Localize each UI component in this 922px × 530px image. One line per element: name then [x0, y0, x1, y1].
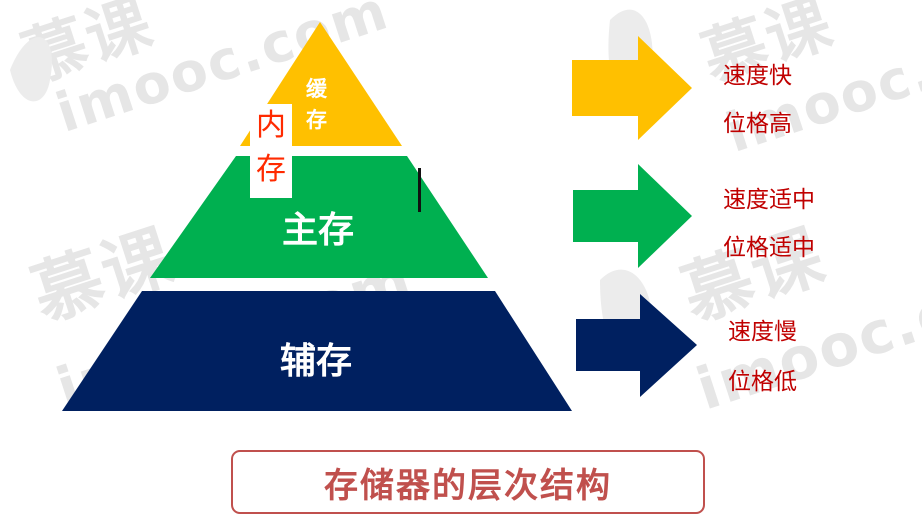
speed-fast-label: 速度快 [723, 63, 792, 89]
title-box: 存储器的层次结构 [231, 450, 705, 514]
pyramid-tier-secondary-storage [62, 291, 572, 411]
text-cursor [418, 168, 421, 212]
price-low-label: 位格低 [728, 369, 797, 395]
watermark-logo [10, 37, 52, 102]
arrow-slow [576, 294, 697, 397]
pyramid-tier-main-memory [150, 156, 488, 278]
memory-overlay-char-2: 存 [256, 152, 286, 187]
secondary-storage-label: 辅存 [280, 341, 352, 382]
price-high-label: 位格高 [723, 111, 792, 137]
speed-slow-label: 速度慢 [728, 319, 797, 345]
arrow-fast [572, 36, 692, 140]
memory-overlay-char-1: 内 [256, 108, 286, 143]
cache-label-char-1: 缓 [306, 77, 328, 101]
diagram-title: 存储器的层次结构 [324, 465, 612, 506]
speed-medium-label: 速度适中 [723, 187, 815, 213]
price-medium-label: 位格适中 [723, 235, 815, 261]
memory-overlay-label: 内 存 [250, 104, 292, 198]
arrow-medium [573, 164, 692, 268]
main-memory-label: 主存 [282, 210, 354, 251]
cache-label-char-2: 存 [306, 108, 327, 132]
